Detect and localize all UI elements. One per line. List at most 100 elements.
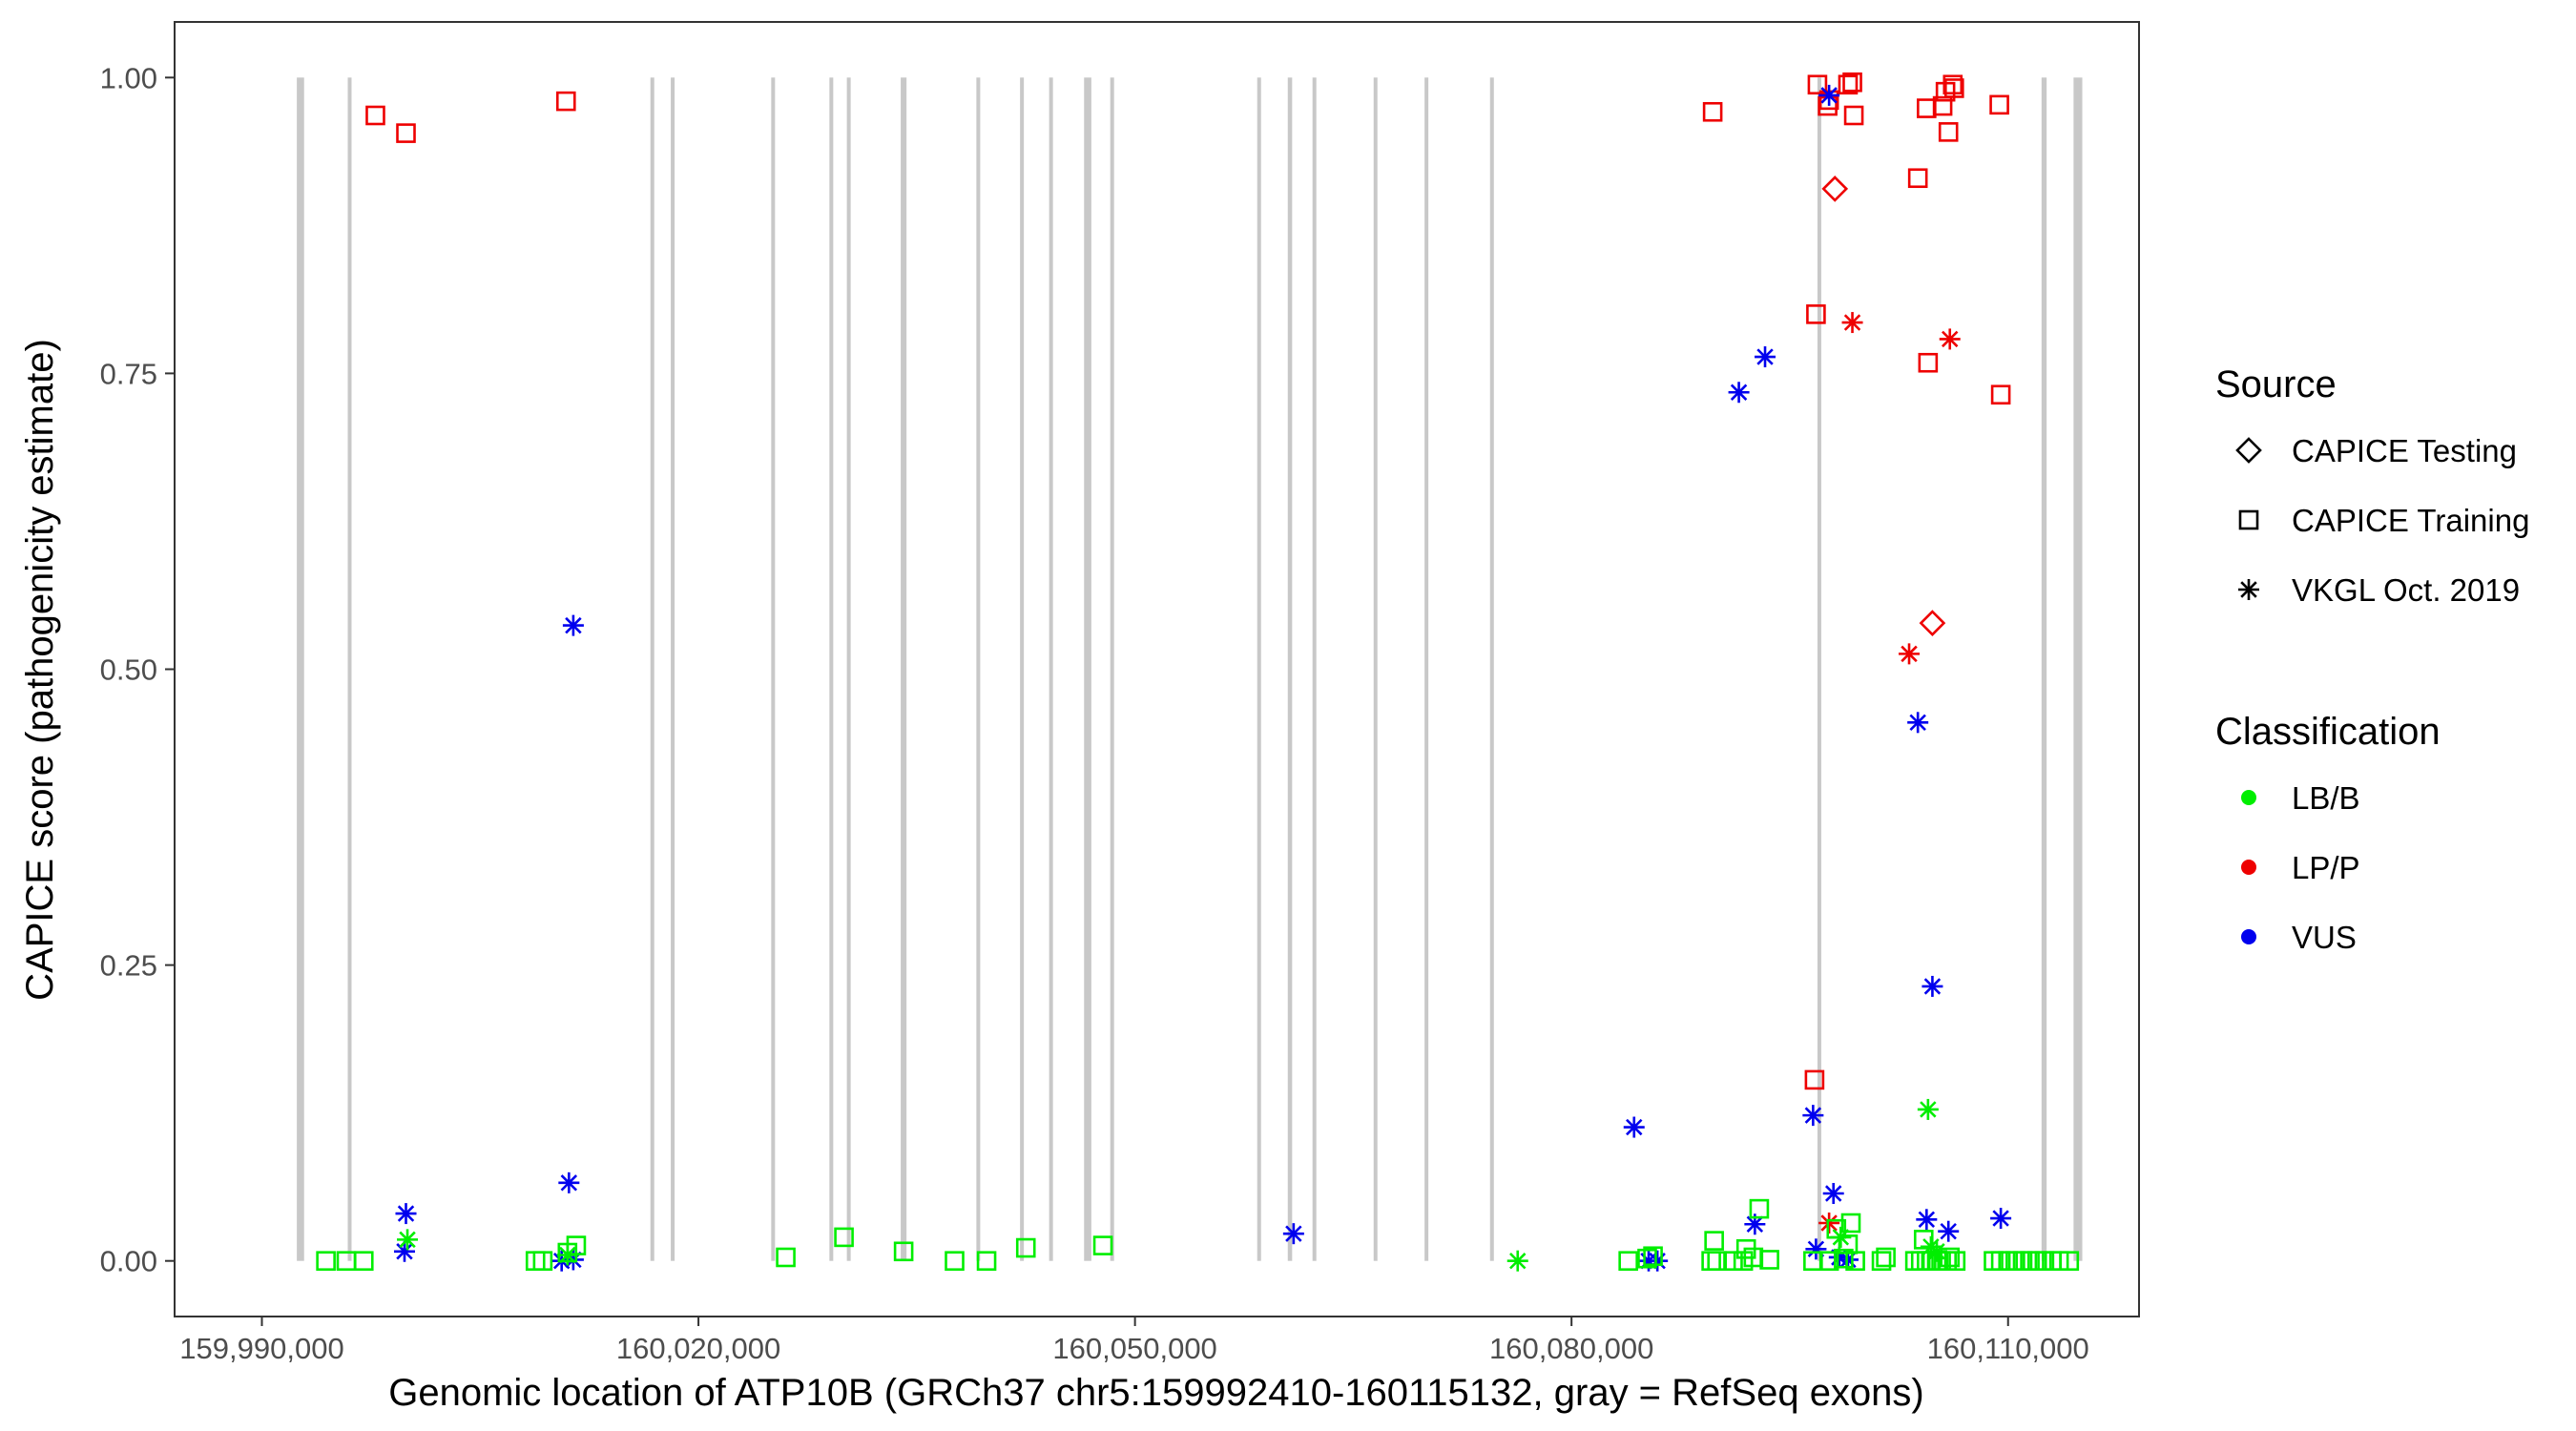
exon-band [829, 77, 834, 1261]
data-point [1944, 78, 1964, 98]
data-point [1871, 1251, 1892, 1272]
data-point [1932, 95, 1953, 116]
legend-classification-key [2241, 790, 2256, 805]
exon-band [771, 77, 776, 1261]
data-point [1733, 1251, 1754, 1272]
data-point [558, 1172, 580, 1193]
legend-source-label: CAPICE Training [2292, 503, 2529, 538]
data-point [1506, 1250, 1528, 1272]
plot-panel-border [174, 21, 2140, 1317]
data-point [1907, 168, 1928, 189]
data-point [525, 1251, 546, 1272]
x-tick-label: 159,990,000 [179, 1332, 343, 1365]
x-axis-label: Genomic location of ATP10B (GRCh37 chr5:… [388, 1372, 1924, 1414]
x-tick-label: 160,050,000 [1052, 1332, 1216, 1365]
legend-source-title: Source [2215, 363, 2337, 405]
data-point [1618, 1251, 1638, 1272]
data-point [1643, 1246, 1663, 1267]
axes: 0.00 0.25 0.50 0.75 1.00 159,990,000 160,020,0… [100, 61, 2089, 1365]
data-point [1838, 74, 1859, 95]
data-point [1755, 346, 1776, 368]
data-point [1990, 384, 2011, 405]
exon-band [297, 77, 304, 1261]
x-tick-label: 160,020,000 [616, 1332, 780, 1365]
data-point [1840, 1213, 1861, 1234]
data-point [336, 1251, 357, 1272]
data-point [1702, 101, 1723, 122]
y-tick-label: 1.00 [100, 61, 157, 94]
data-point [1919, 610, 1946, 636]
data-point [1922, 975, 1943, 997]
data-point [1759, 1250, 1779, 1270]
y-tick-label: 0.25 [100, 949, 157, 983]
exon-band [901, 77, 907, 1261]
exon-band [1020, 77, 1025, 1261]
data-point [555, 91, 576, 112]
data-point [1822, 1182, 1844, 1204]
x-tick-label: 160,110,000 [1927, 1332, 2089, 1365]
exon-band [650, 77, 654, 1261]
data-point [1916, 1209, 1938, 1231]
data-point [1913, 1230, 1934, 1250]
data-point [1821, 176, 1849, 202]
data-point [945, 1251, 965, 1272]
data-point [1015, 1237, 1036, 1258]
data-point [1876, 1247, 1896, 1268]
data-point [1704, 1231, 1724, 1251]
legend-source-key [2235, 437, 2262, 464]
data-point [1637, 1248, 1657, 1269]
data-point [353, 1251, 374, 1272]
legend: Source CAPICE Testing CAPICE Training VKGL … [2215, 363, 2529, 955]
data-point [1917, 98, 1937, 118]
exon-band [2041, 77, 2047, 1261]
exon-band [1257, 77, 1261, 1261]
exon-band [347, 77, 352, 1261]
data-point [396, 123, 416, 143]
data-point [1749, 1198, 1770, 1219]
exon-band [1489, 77, 1494, 1261]
data-point [1701, 1251, 1721, 1272]
data-point [1939, 328, 1961, 350]
data-point [1938, 122, 1959, 142]
legend-classification-key [2241, 929, 2256, 944]
data-point [1092, 1235, 1113, 1255]
data-points [316, 72, 2080, 1272]
legend-source-key [2238, 509, 2259, 530]
y-tick-label: 0.00 [100, 1245, 157, 1278]
legend-classification-label: LB/B [2292, 780, 2360, 816]
data-point [1826, 1218, 1847, 1239]
data-point [1845, 1251, 1865, 1272]
data-point [2048, 1251, 2069, 1272]
data-point [1818, 1251, 1839, 1272]
data-point [365, 105, 385, 126]
exon-band [1817, 77, 1821, 1261]
exon-bands [297, 77, 2083, 1261]
data-point [1940, 1247, 1961, 1268]
exon-band [976, 77, 981, 1261]
exon-band [1084, 77, 1091, 1261]
data-point [1841, 312, 1863, 334]
exon-band [1110, 77, 1114, 1261]
data-point [1818, 1213, 1840, 1234]
exon-band [1287, 77, 1293, 1261]
data-point [1842, 72, 1862, 93]
data-point [776, 1247, 796, 1268]
data-point [1834, 1248, 1854, 1269]
data-point [566, 1235, 587, 1255]
legend-classification-title: Classification [2215, 711, 2441, 753]
data-point [976, 1251, 997, 1272]
data-point [397, 1229, 419, 1251]
data-point [2059, 1251, 2080, 1272]
data-point [1707, 1251, 1727, 1272]
data-point [1989, 94, 2009, 115]
exon-band [1049, 77, 1053, 1261]
y-axis-label: CAPICE score (pathogenicity estimate) [19, 339, 61, 1001]
data-point [1807, 74, 1828, 95]
exon-band [1312, 77, 1317, 1261]
data-point [1843, 105, 1864, 126]
data-point [1899, 643, 1921, 665]
data-point [1723, 1251, 1743, 1272]
data-point [1804, 1069, 1825, 1090]
data-point [532, 1251, 553, 1272]
legend-source-label: VKGL Oct. 2019 [2292, 572, 2520, 608]
